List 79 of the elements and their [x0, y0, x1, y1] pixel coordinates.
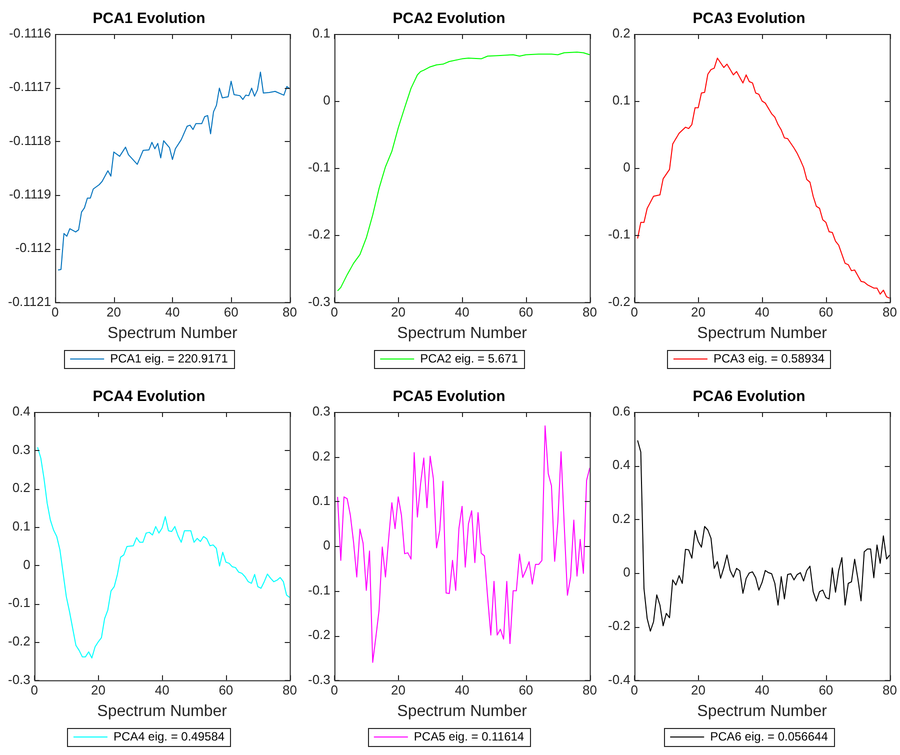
- y-tick-label: 0.4: [12, 404, 30, 419]
- y-tick-label: 0.4: [612, 457, 630, 472]
- x-tick-label: 20: [391, 304, 406, 320]
- y-tick-label: -0.2: [608, 294, 630, 309]
- chart-title: PCA6 Evolution: [692, 388, 806, 406]
- chart-title: PCA4 Evolution: [92, 388, 206, 406]
- legend-label: PCA3 eig. = 0.58934: [713, 351, 825, 366]
- x-tick-label: 60: [818, 682, 834, 698]
- y-tick-label: 0.3: [312, 404, 330, 419]
- chart-title: PCA5 Evolution: [392, 388, 506, 406]
- y-tick-label: -0.3: [308, 294, 330, 309]
- x-tick-label: 40: [754, 682, 770, 698]
- y-tick-label: -0.112: [15, 240, 52, 256]
- x-tick-label: 40: [454, 304, 470, 320]
- x-tick-label: 40: [165, 304, 180, 320]
- y-tick-label: -0.3: [8, 672, 30, 687]
- x-tick-label: 40: [454, 682, 470, 698]
- y-tick-label: 0.1: [312, 492, 330, 508]
- x-tick-label: 80: [282, 304, 298, 320]
- x-tick-label: 80: [882, 682, 898, 698]
- legend-label: PCA5 eig. = 0.11614: [414, 729, 524, 744]
- x-axis-title: Spectrum Number: [697, 702, 828, 720]
- y-tick-label: -0.3: [308, 672, 330, 687]
- y-tick-label: -0.1121: [8, 294, 52, 309]
- x-tick-label: 60: [518, 682, 534, 698]
- x-tick-label: 80: [582, 304, 598, 320]
- y-tick-label: -0.1: [608, 226, 630, 242]
- x-tick-label: 20: [691, 304, 706, 320]
- x-tick-label: 20: [91, 682, 106, 698]
- x-axis-title: Spectrum Number: [397, 702, 528, 720]
- x-tick-label: 60: [518, 304, 534, 320]
- y-tick-label: -0.1117: [8, 79, 52, 94]
- y-tick-label: 0: [623, 160, 630, 175]
- y-tick-label: 0.1: [12, 518, 30, 534]
- y-tick-label: -0.1: [308, 160, 330, 175]
- y-tick-label: -0.1: [8, 595, 30, 610]
- y-tick-label: 0.1: [312, 26, 330, 41]
- x-axis-title: Spectrum Number: [397, 324, 528, 342]
- y-tick-label: 0.2: [612, 510, 630, 526]
- y-tick-label: -0.1: [308, 582, 330, 598]
- y-tick-label: 0.2: [612, 26, 630, 41]
- x-tick-label: 20: [106, 304, 122, 320]
- y-tick-label: 0: [623, 564, 630, 580]
- y-tick-label: 0.1: [612, 92, 630, 108]
- legend-label: PCA2 eig. = 5.671: [420, 351, 518, 366]
- y-tick-label: -0.2: [308, 226, 330, 242]
- y-tick-label: 0.2: [312, 448, 330, 464]
- y-tick-label: 0.3: [12, 442, 30, 457]
- y-tick-label: -0.2: [608, 618, 630, 634]
- legend-label: PCA6 eig. = 0.056644: [710, 729, 828, 744]
- y-tick-label: 0: [323, 538, 330, 553]
- x-tick-label: 20: [391, 682, 406, 698]
- x-tick-label: 60: [218, 682, 234, 698]
- x-tick-label: 80: [582, 682, 598, 698]
- chart-title: PCA1 Evolution: [92, 10, 206, 28]
- y-tick-label: -0.2: [308, 627, 330, 642]
- y-tick-label: 0.6: [612, 404, 630, 419]
- x-tick-label: 60: [818, 304, 834, 320]
- y-tick-label: 0: [23, 556, 30, 572]
- legend-label: PCA4 eig. = 0.49584: [113, 729, 225, 744]
- x-tick-label: 80: [882, 304, 898, 320]
- y-tick-label: -0.1119: [8, 186, 52, 202]
- x-tick-label: 60: [224, 304, 238, 320]
- y-tick-label: -0.1118: [8, 132, 52, 148]
- y-tick-label: -0.4: [608, 672, 630, 687]
- chart-title: PCA2 Evolution: [392, 10, 506, 28]
- y-tick-label: 0: [323, 92, 330, 108]
- x-tick-label: 80: [282, 682, 298, 698]
- legend-label: PCA1 eig. = 220.9171: [110, 351, 228, 366]
- x-tick-label: 20: [691, 682, 706, 698]
- chart-title: PCA3 Evolution: [692, 10, 806, 28]
- y-tick-label: 0.2: [12, 480, 30, 496]
- y-tick-label: -0.2: [8, 633, 30, 648]
- x-tick-label: 40: [154, 682, 170, 698]
- x-axis-title: Spectrum Number: [97, 702, 228, 720]
- y-tick-label: -0.1116: [8, 26, 52, 41]
- x-tick-label: 40: [754, 304, 770, 320]
- x-axis-title: Spectrum Number: [697, 324, 828, 342]
- x-axis-title: Spectrum Number: [108, 324, 238, 342]
